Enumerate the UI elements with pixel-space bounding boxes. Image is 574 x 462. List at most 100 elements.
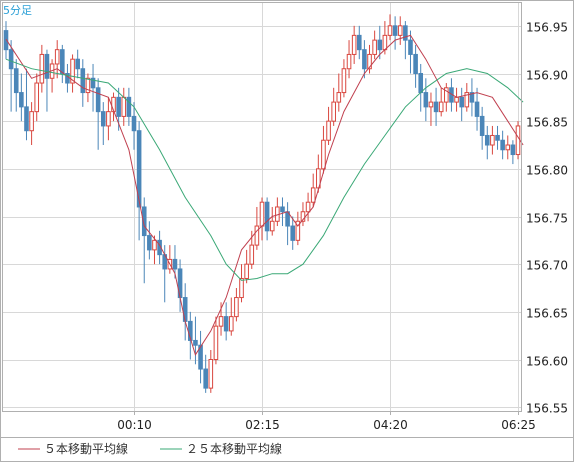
candle — [95, 78, 101, 150]
candle-body-down — [418, 73, 424, 94]
candle-body-down — [413, 53, 418, 75]
candle — [510, 140, 516, 165]
candle-body-down — [75, 58, 80, 70]
candle — [13, 59, 19, 112]
candle-body-down — [8, 49, 14, 70]
candle-body-up — [382, 34, 388, 51]
candle-body-up — [346, 53, 352, 70]
candle — [372, 30, 377, 60]
candle — [341, 59, 347, 98]
candle — [3, 21, 9, 60]
candle-body-down — [147, 235, 152, 251]
candle-body-up — [249, 244, 255, 265]
candle-body-up — [218, 316, 224, 327]
candle-body-up — [228, 316, 234, 332]
candle — [346, 40, 352, 79]
candle-body-down — [131, 115, 137, 132]
candle-body-down — [19, 92, 24, 108]
legend: ５本移動平均線 ２５本移動平均線 — [18, 441, 282, 456]
candle — [356, 25, 362, 60]
candle — [490, 125, 495, 155]
timeframe-label: 5分足 — [3, 4, 32, 17]
candle — [193, 316, 198, 365]
x-tick-label: 06:25 — [501, 418, 536, 432]
candle — [413, 44, 418, 88]
candle — [474, 87, 480, 131]
candle-body-up — [464, 92, 470, 108]
candle — [300, 202, 306, 227]
candle-body-up — [29, 111, 34, 132]
candle — [100, 102, 106, 146]
candle-body-up — [367, 53, 372, 70]
candle-body-down — [510, 144, 516, 156]
candle — [141, 197, 147, 284]
candle-body-down — [408, 39, 413, 55]
y-tick-label: 156.65 — [526, 307, 568, 321]
candle — [428, 92, 434, 126]
candle — [213, 316, 219, 365]
y-tick-label: 156.90 — [526, 69, 568, 83]
candle-body-up — [331, 101, 336, 122]
candle-body-up — [234, 297, 239, 318]
candle — [244, 249, 249, 284]
candle-body-up — [515, 125, 521, 156]
candle-body-up — [39, 53, 45, 84]
candle — [8, 40, 14, 112]
candle-body-up — [269, 220, 275, 232]
candle-body-down — [459, 96, 464, 108]
candle — [377, 25, 383, 60]
candle — [198, 330, 203, 384]
candle — [326, 106, 331, 146]
y-tick-label: 156.70 — [526, 259, 568, 273]
candle-body-up — [34, 82, 40, 113]
candle — [254, 206, 260, 250]
candle-body-down — [290, 225, 296, 241]
candle-body-down — [203, 368, 208, 389]
candle-body-up — [310, 187, 316, 203]
candle — [469, 78, 475, 117]
candle-body-down — [356, 34, 362, 51]
candle-body-down — [95, 87, 101, 113]
candle-body-down — [193, 339, 198, 346]
candle-body-up — [438, 101, 444, 113]
candle-body-up — [305, 201, 311, 213]
candle — [464, 83, 470, 112]
candle-body-up — [326, 120, 331, 141]
candle — [423, 78, 429, 122]
candle — [264, 197, 270, 241]
candle — [367, 44, 372, 74]
ma5-line — [5, 34, 524, 356]
candle-body-down — [479, 115, 485, 136]
x-tick-label: 00:10 — [117, 418, 152, 432]
candle — [75, 49, 80, 79]
candle — [239, 264, 244, 303]
candle — [362, 40, 367, 79]
candle-body-up — [336, 92, 342, 103]
candle-body-down — [90, 77, 96, 89]
candle-body-up — [54, 49, 60, 65]
candle-body-up — [454, 96, 459, 103]
candle — [403, 21, 408, 60]
candle — [54, 40, 60, 79]
candle-body-down — [80, 68, 86, 94]
candle — [19, 73, 24, 122]
candle — [290, 216, 296, 250]
candle — [136, 121, 142, 241]
candle — [29, 102, 34, 146]
moving-averages — [5, 34, 524, 356]
candle-body-up — [351, 34, 357, 55]
candle-body-up — [341, 68, 347, 94]
candle — [126, 87, 132, 126]
candle — [208, 349, 214, 393]
candle-body-down — [24, 106, 29, 132]
candle-body-up — [121, 96, 127, 117]
candle-body-down — [60, 49, 65, 75]
candle-body-down — [433, 101, 439, 113]
y-tick-label: 156.55 — [526, 402, 568, 416]
candle — [280, 197, 285, 227]
candle — [80, 59, 86, 107]
x-tick-label: 02:15 — [245, 418, 280, 432]
candle-body-down — [100, 111, 106, 127]
candle-body-down — [469, 92, 475, 103]
